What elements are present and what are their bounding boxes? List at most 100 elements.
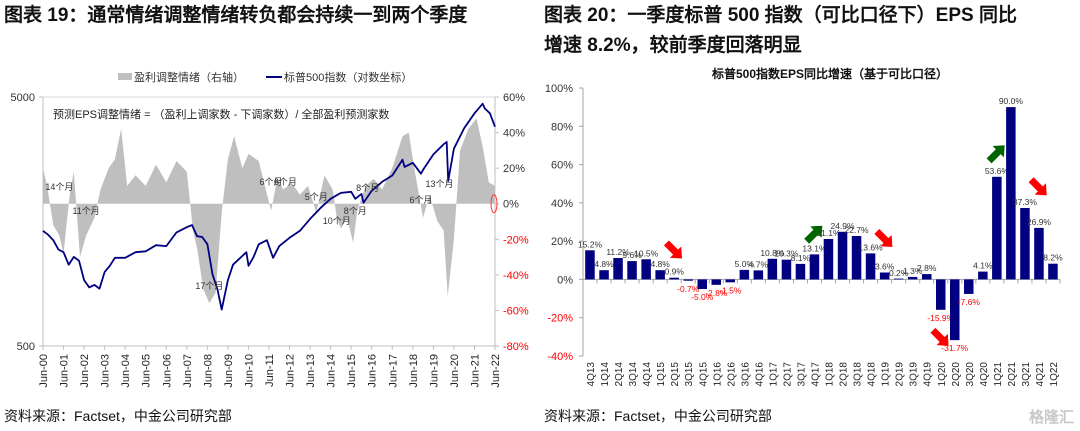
month-annotation: 13个月 [426,179,454,189]
x-tick-label: Jun-07 [182,354,194,388]
left-panel-source: 资料来源：Factset，中金公司研究部 [4,408,232,424]
legend-label-sentiment: 盈利调整情绪（右轴） [134,70,244,84]
data-label: 13.6% [859,242,884,252]
left-panel-title: 图表 19：通常情绪调整情绪转负都会持续一到两个季度 [4,5,468,26]
bar [809,254,820,280]
x-tick-label: Jun-19 [428,354,440,388]
x-tick-label: Jun-17 [387,354,399,388]
x-tick-label: 3Q16 [740,362,751,387]
x-tick-label: 3Q18 [853,362,864,387]
right-panel-title-line2: 增速 8.2%，较前季度回落明显 [544,35,802,56]
x-tick-label: 1Q15 [656,362,667,387]
x-tick-label: 1Q21 [993,362,1004,387]
x-tick-label: Jun-15 [346,354,358,388]
right-panel-title-line1: 图表 20：一季度标普 500 指数（可比口径下）EPS 同比 [544,5,1017,26]
y-left-tick-label: 500 [17,341,35,353]
month-annotation: 11个月 [72,206,99,216]
bar [823,239,834,280]
highlight-ellipse [490,194,498,214]
x-tick-label: 4Q19 [923,362,934,387]
data-label: 10.3% [774,249,799,259]
arrow-shape [663,240,682,259]
x-tick-label: Jun-02 [79,354,91,388]
data-label: -7.6% [958,297,981,307]
x-tick-label: 1Q22 [1049,362,1060,387]
x-tick-label: 3Q21 [1021,362,1032,387]
bar [627,261,637,280]
bar [1020,208,1030,280]
y-right-tick-label: -80% [503,341,529,353]
month-annotation: 6个月 [260,177,283,187]
x-tick-label: 4Q20 [979,362,990,387]
data-label: 8.1% [791,253,811,263]
data-label: -15.9% [927,313,954,323]
x-tick-label: 2Q14 [614,362,625,387]
y-right-tick-label: 60% [503,92,525,104]
data-label: -1.5% [719,285,742,295]
x-tick-label: 2Q17 [782,362,793,387]
month-annotation: 8个月 [356,183,379,193]
bar [669,277,679,280]
bar [781,259,792,280]
x-tick-label: Jun-00 [38,354,50,388]
data-label: 22.7% [845,225,870,235]
arrow-shape [930,327,949,346]
x-tick-label: Jun-22 [490,354,502,388]
bar [739,269,750,280]
bar [837,231,848,280]
arrow-shape [986,145,1005,164]
arrow-up-icon [986,145,1005,164]
data-label: 21.1% [816,228,841,238]
month-annotation: 14个月 [45,182,73,192]
bar [893,278,904,280]
x-tick-label: 1Q17 [768,362,779,387]
x-tick-label: 3Q17 [796,362,807,387]
bar [697,279,707,290]
data-label: 15.2% [578,239,603,249]
data-label: 10.5% [634,248,659,258]
x-tick-label: Jun-14 [326,354,338,388]
x-tick-label: 2Q20 [951,362,962,387]
bar [851,236,862,280]
y-right-tick-label: -60% [503,305,529,317]
formula-annotation: 预测EPS调整情绪 = （盈利上调家数 - 下调家数）/ 全部盈利预测家数 [53,107,389,121]
y-right-tick-label: -40% [503,270,529,282]
data-label: 10.8% [760,248,785,258]
x-tick-label: 1Q14 [600,362,611,387]
bar [907,276,918,280]
data-label: 4.8% [650,259,670,269]
x-tick-label: Jun-20 [449,354,461,388]
arrow-down-icon [1028,177,1047,196]
y-right-tick-label: 0% [503,199,519,211]
bar [879,272,890,280]
x-tick-label: 2Q16 [726,362,737,387]
data-label: 37.3% [1013,197,1038,207]
x-tick-label: 4Q16 [754,362,765,387]
watermark-logo: 格隆汇 [1028,409,1074,426]
data-label: 26.9% [1027,217,1052,227]
data-label: 2.8% [917,263,937,273]
bar [922,274,932,280]
x-tick-label: 1Q19 [881,362,892,387]
sp500-line [42,102,496,311]
bar [613,258,623,280]
legend-swatch-sentiment [118,73,132,80]
bar [599,270,609,280]
data-label: 4.7% [749,259,769,269]
data-label: 24.9% [830,221,855,231]
bar [795,263,806,280]
bar [1034,227,1044,280]
month-annotation: 5个月 [305,192,328,202]
bar [950,279,960,341]
x-tick-label: 2Q21 [1007,362,1018,387]
data-label: 90.0% [999,96,1024,106]
data-label: 53.6% [985,166,1010,176]
data-label: 9.6% [622,250,642,260]
y-tick-label: -20% [547,313,573,325]
sentiment-area [43,118,495,304]
bar [641,259,651,280]
x-tick-label: 4Q21 [1035,362,1046,387]
x-tick-label: 1Q20 [937,362,948,387]
data-label: 0.2% [889,268,909,278]
x-tick-label: 4Q17 [810,362,821,387]
